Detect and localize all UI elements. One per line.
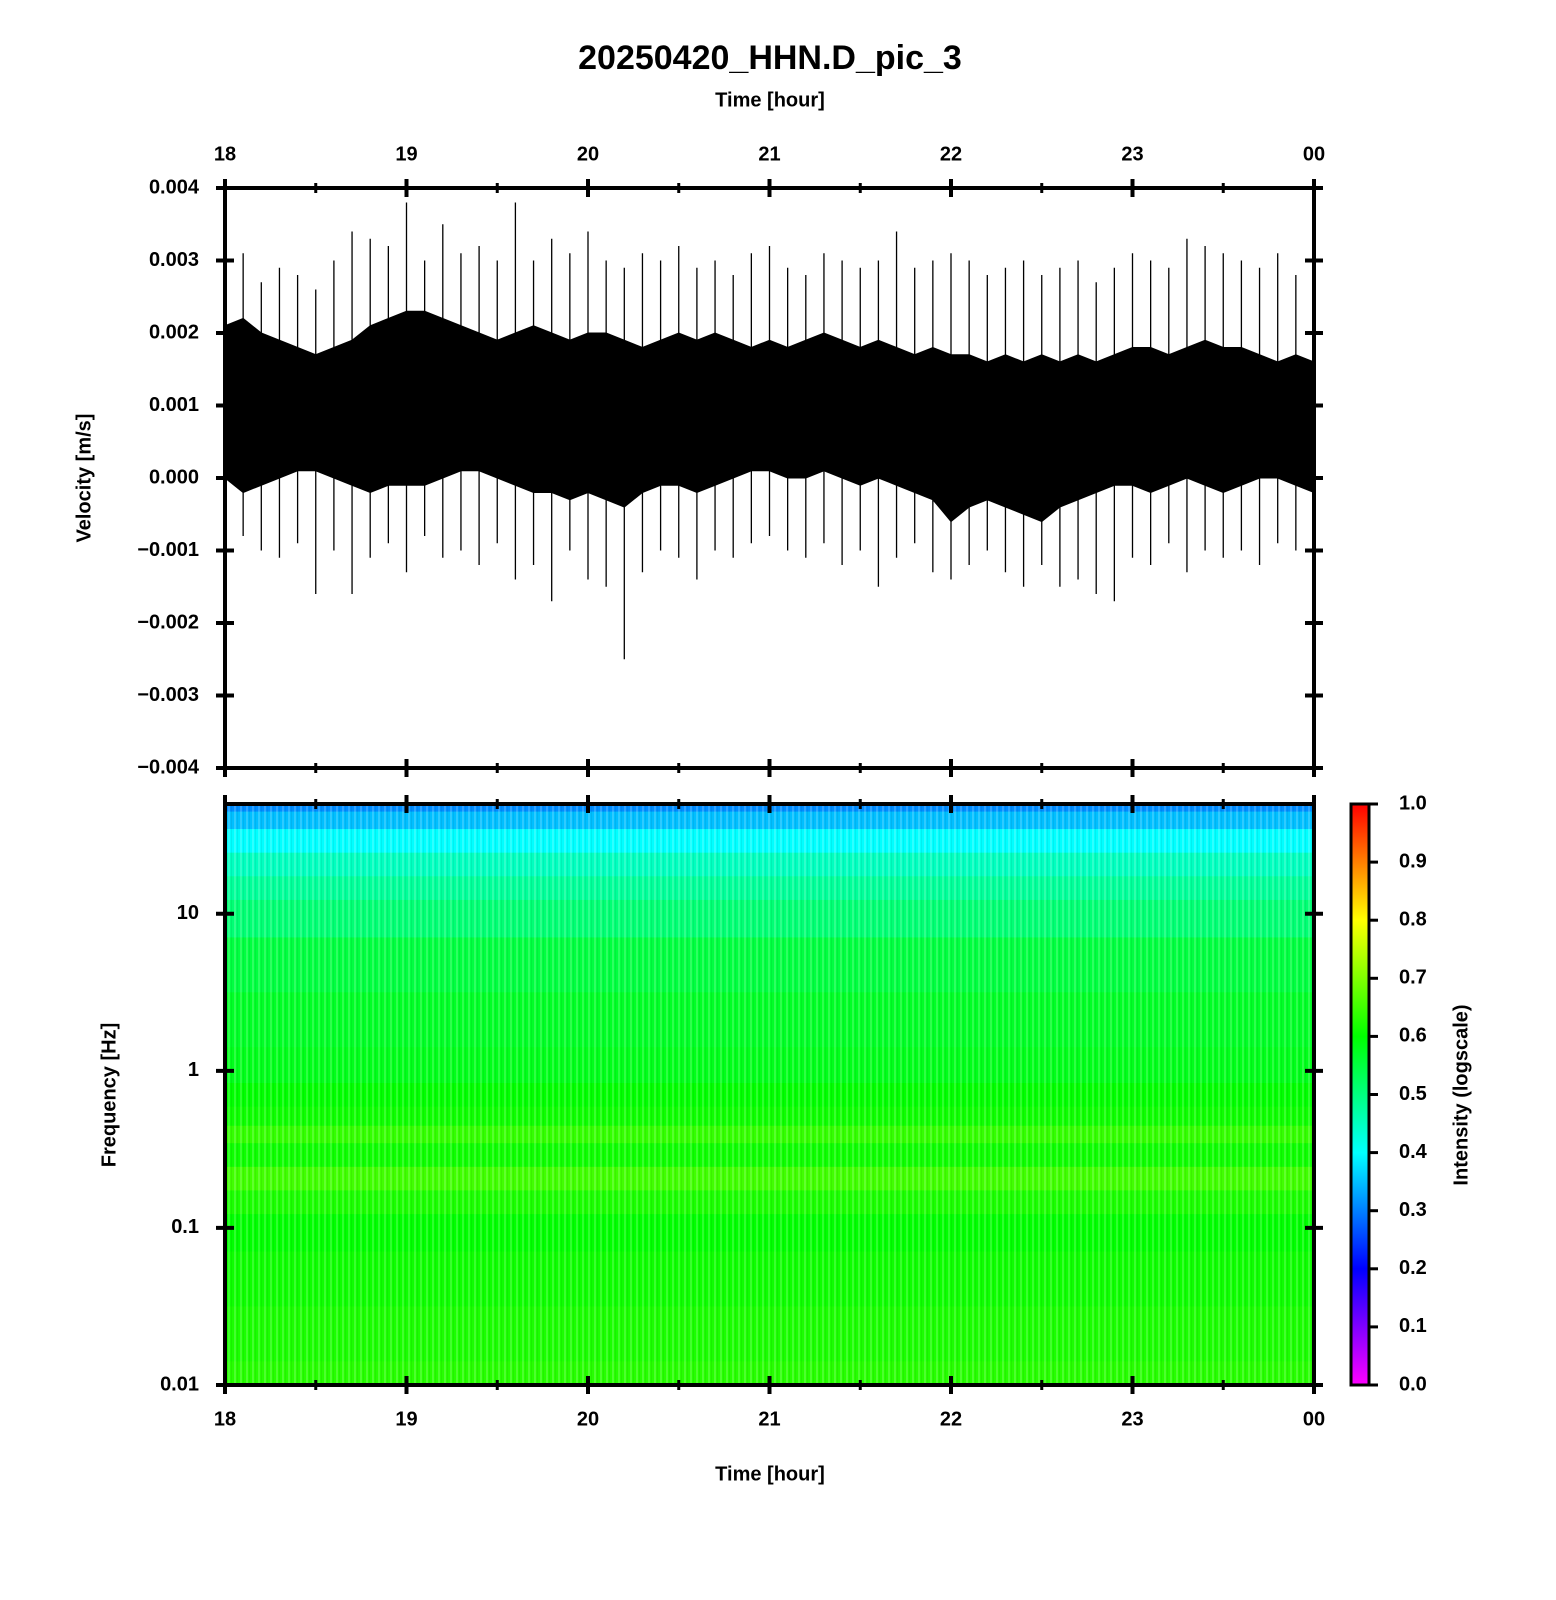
y-tick-label: −0.004 (137, 756, 200, 778)
x-tick-label: 21 (758, 143, 780, 165)
x-tick-label: 19 (395, 1408, 417, 1430)
colorbar-tick-label: 0.4 (1399, 1141, 1428, 1163)
y-tick-label: 0.01 (160, 1373, 199, 1395)
colorbar-tick-label: 0.1 (1399, 1315, 1427, 1337)
colorbar (1349, 802, 1371, 1387)
colorbar-tick-label: 0.5 (1399, 1083, 1427, 1105)
y-tick-label: −0.002 (137, 611, 199, 633)
y-tick-label: −0.003 (137, 684, 199, 706)
colorbar-tick-label: 1.0 (1399, 792, 1427, 814)
y-axis-label: Frequency [Hz] (98, 1023, 120, 1167)
colorbar-tick-label: 0.2 (1399, 1257, 1427, 1279)
y-tick-label: −0.001 (137, 539, 199, 561)
x-tick-label: 18 (214, 1408, 236, 1430)
x-tick-label: 22 (940, 1408, 962, 1430)
y-tick-label: 1 (188, 1059, 199, 1081)
axes-frame (223, 802, 1316, 1387)
y-tick-label: 0.000 (149, 466, 199, 488)
colorbar-label: Intensity (logscale) (1450, 1004, 1472, 1185)
x-tick-label: 00 (1303, 143, 1325, 165)
colorbar-tick-label: 0.0 (1399, 1373, 1427, 1395)
colorbar-tick-label: 0.8 (1399, 908, 1427, 930)
y-tick-label: 0.004 (149, 176, 200, 198)
x-axis-label: Time [hour] (715, 89, 825, 111)
axes-frame (223, 186, 1316, 770)
colorbar-tick-label: 0.3 (1399, 1199, 1427, 1221)
x-axis-label: Time [hour] (715, 1463, 825, 1485)
y-tick-label: 0.001 (149, 394, 199, 416)
chart-title: 20250420_HHN.D_pic_3 (578, 39, 962, 77)
colorbar-tick-label: 0.7 (1399, 967, 1427, 989)
x-tick-label: 18 (214, 143, 236, 165)
x-tick-label: 23 (1121, 143, 1143, 165)
y-tick-label: 0.1 (171, 1216, 199, 1238)
x-tick-label: 21 (758, 1408, 780, 1430)
colorbar-tick-label: 0.6 (1399, 1025, 1427, 1047)
colorbar-tick-label: 0.9 (1399, 850, 1427, 872)
y-tick-label: 0.002 (149, 321, 199, 343)
x-tick-label: 20 (577, 143, 599, 165)
x-tick-label: 19 (395, 143, 417, 165)
texture (225, 804, 1314, 1385)
x-tick-label: 20 (577, 1408, 599, 1430)
y-axis-label: Velocity [m/s] (73, 414, 95, 543)
x-tick-label: 22 (940, 143, 962, 165)
y-tick-label: 10 (177, 902, 199, 924)
y-tick-label: 0.003 (149, 249, 199, 271)
x-tick-label: 23 (1121, 1408, 1143, 1430)
x-tick-label: 00 (1303, 1408, 1325, 1430)
